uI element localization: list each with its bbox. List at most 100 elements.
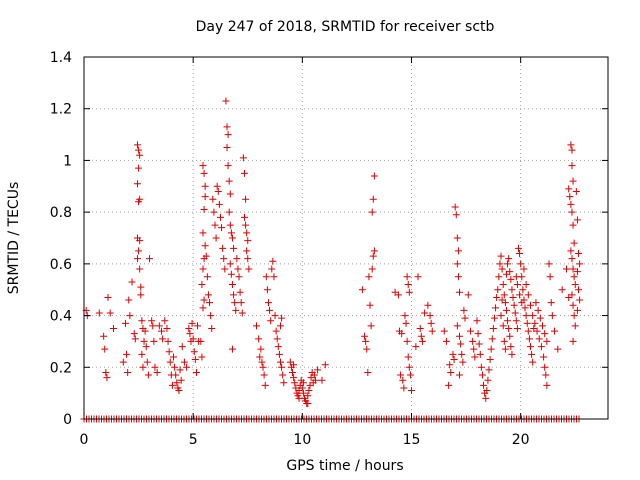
data-point — [399, 376, 407, 384]
data-point — [403, 273, 411, 281]
data-point — [104, 293, 112, 301]
data-point — [244, 237, 252, 245]
data-point — [201, 193, 209, 201]
data-point — [225, 177, 233, 185]
data-point — [568, 146, 576, 154]
y-tick-label: 0 — [63, 412, 72, 428]
data-point — [130, 330, 138, 338]
data-point — [466, 327, 474, 335]
data-point — [201, 242, 209, 250]
data-point — [321, 361, 329, 369]
data-point — [198, 353, 206, 361]
data-point — [140, 337, 148, 345]
data-point — [103, 374, 111, 382]
data-point — [363, 345, 371, 353]
data-point — [137, 283, 145, 291]
data-point — [487, 345, 495, 353]
data-point — [514, 244, 522, 252]
data-point — [453, 260, 461, 268]
data-point — [505, 255, 513, 263]
data-point — [260, 371, 268, 379]
data-point — [418, 337, 426, 345]
data-point — [524, 291, 532, 299]
data-point — [133, 180, 141, 188]
data-point — [548, 312, 556, 320]
data-point — [166, 358, 174, 366]
data-point — [278, 363, 286, 371]
data-point — [173, 379, 181, 387]
data-point — [298, 384, 306, 392]
data-point — [539, 322, 546, 330]
data-point — [188, 319, 196, 327]
data-point — [529, 312, 537, 320]
data-point — [482, 394, 490, 402]
data-point — [214, 187, 222, 195]
data-point — [208, 325, 216, 332]
data-point — [155, 322, 163, 330]
data-point — [484, 376, 492, 384]
data-point — [531, 319, 539, 327]
data-point — [403, 337, 411, 345]
data-point — [516, 250, 524, 258]
data-point — [144, 371, 152, 379]
data-point — [488, 335, 496, 343]
data-point — [267, 317, 275, 325]
y-tick-label: 0.6 — [50, 257, 72, 273]
data-point — [289, 368, 297, 376]
data-point — [504, 317, 512, 325]
data-point — [517, 260, 525, 268]
data-point — [456, 288, 464, 296]
data-point — [139, 363, 147, 371]
data-point — [543, 337, 551, 345]
data-point — [450, 356, 458, 364]
data-point — [245, 265, 253, 273]
data-point — [199, 229, 207, 237]
data-point — [456, 371, 464, 379]
data-point — [238, 309, 246, 317]
data-point — [185, 325, 193, 332]
data-point — [305, 387, 313, 395]
data-point — [576, 260, 584, 268]
data-point — [177, 376, 185, 384]
data-point — [178, 343, 186, 351]
data-point — [546, 273, 554, 281]
data-point — [234, 265, 242, 273]
data-point — [498, 265, 506, 273]
data-point — [545, 260, 553, 268]
data-point — [516, 291, 524, 299]
data-point — [362, 337, 370, 345]
data-point — [225, 208, 233, 216]
data-point — [400, 384, 408, 392]
data-point — [470, 345, 478, 353]
data-point — [459, 358, 467, 366]
data-point — [189, 335, 197, 343]
data-point — [314, 366, 322, 374]
data-point — [126, 312, 134, 320]
data-point — [277, 358, 284, 366]
x-axis-title: GPS time / hours — [286, 458, 403, 474]
data-point — [497, 252, 505, 260]
data-point — [512, 273, 520, 281]
data-point — [219, 244, 227, 252]
data-point — [190, 348, 198, 356]
data-point — [492, 304, 500, 312]
data-point — [408, 387, 415, 395]
data-point — [237, 299, 245, 307]
data-point — [447, 368, 455, 376]
data-point — [524, 327, 532, 335]
data-point — [421, 309, 429, 317]
data-point — [227, 229, 235, 237]
data-point — [460, 306, 468, 314]
data-point — [227, 270, 235, 278]
data-point — [540, 353, 548, 361]
data-point — [500, 291, 508, 299]
data-point — [401, 312, 409, 320]
data-point — [165, 348, 173, 356]
data-point — [485, 366, 493, 374]
data-point — [565, 293, 573, 301]
data-point — [365, 273, 373, 281]
data-point — [456, 332, 464, 340]
data-point — [168, 381, 176, 389]
data-point — [278, 314, 286, 322]
